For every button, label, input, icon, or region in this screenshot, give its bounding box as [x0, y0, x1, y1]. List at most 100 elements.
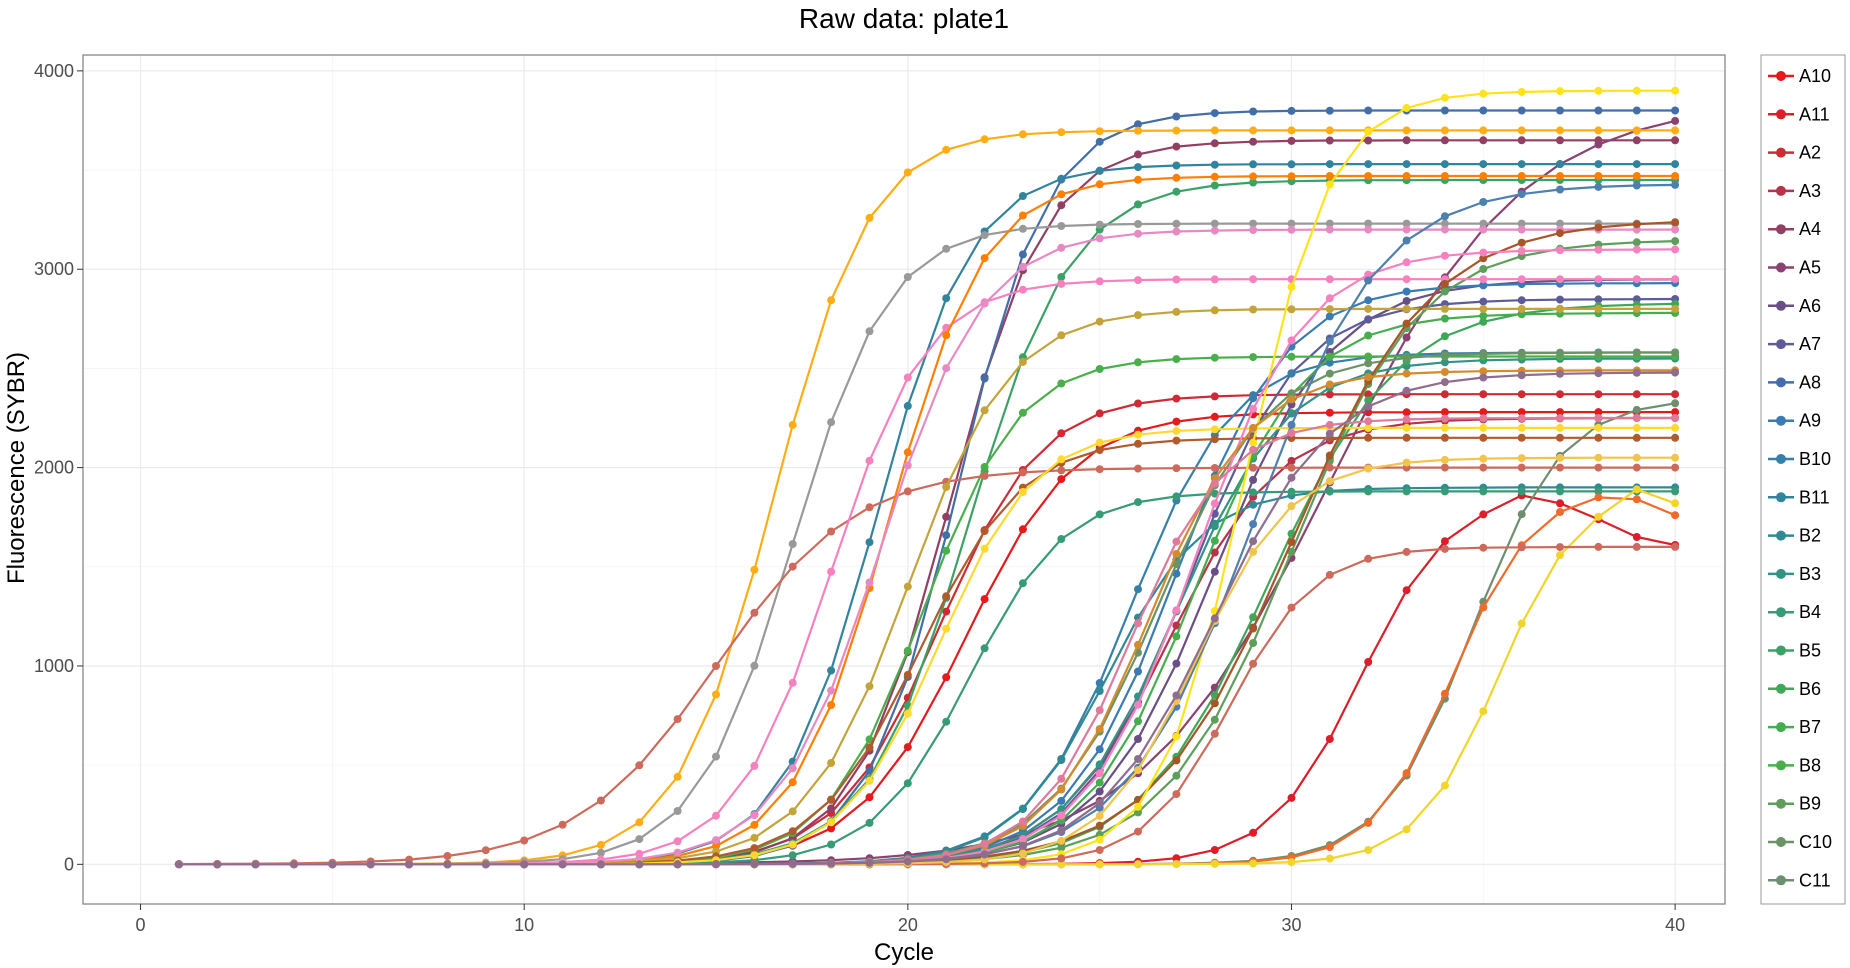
data-point	[903, 743, 912, 752]
legend-marker	[1776, 645, 1786, 656]
data-point	[1671, 348, 1680, 357]
data-point	[558, 860, 567, 869]
data-point	[405, 860, 414, 869]
data-point	[1479, 390, 1488, 399]
data-point	[1095, 821, 1104, 830]
data-point	[1057, 201, 1066, 210]
data-point	[1057, 174, 1066, 183]
data-point	[1325, 352, 1334, 361]
data-point	[673, 848, 682, 857]
data-point	[1287, 106, 1296, 115]
data-point	[1594, 304, 1603, 313]
data-point	[1057, 843, 1066, 852]
legend-marker	[1776, 760, 1786, 771]
data-point	[1249, 547, 1258, 556]
data-point	[1364, 136, 1373, 145]
data-point	[1364, 396, 1373, 405]
data-point	[1095, 465, 1104, 474]
data-point	[827, 527, 836, 536]
data-point	[1402, 369, 1411, 378]
data-point	[1402, 126, 1411, 135]
legend-marker	[1776, 224, 1786, 235]
data-point	[1440, 212, 1449, 221]
data-point	[1517, 238, 1526, 247]
data-point	[712, 811, 720, 820]
data-point	[1632, 542, 1641, 551]
data-point	[1440, 378, 1449, 387]
data-point	[1364, 296, 1373, 305]
data-point	[673, 860, 682, 869]
data-point	[1364, 487, 1373, 496]
data-point	[1018, 849, 1027, 858]
data-point	[1632, 368, 1641, 377]
data-point	[1210, 353, 1219, 362]
data-point	[1594, 433, 1603, 442]
plot-border	[82, 54, 1726, 905]
data-point	[1632, 433, 1641, 442]
data-point	[942, 294, 951, 303]
data-point	[1172, 112, 1181, 121]
legend-label: B8	[1799, 755, 1821, 775]
data-point	[1671, 511, 1680, 520]
data-point	[1364, 315, 1373, 324]
data-point	[1594, 182, 1603, 191]
data-point	[1018, 130, 1027, 139]
data-point	[1671, 499, 1680, 508]
data-point	[1249, 520, 1258, 529]
data-point	[1287, 473, 1296, 482]
data-point	[1018, 835, 1027, 844]
data-point	[1095, 277, 1104, 286]
data-point	[1364, 225, 1373, 234]
data-point	[1364, 423, 1373, 432]
data-point	[1440, 219, 1449, 228]
legend-item-A5: A5	[1768, 258, 1821, 278]
data-point	[1172, 732, 1181, 741]
data-point	[1210, 109, 1219, 118]
data-point	[1479, 136, 1488, 145]
data-point	[865, 682, 874, 691]
data-point	[1249, 537, 1258, 546]
data-point	[1594, 408, 1603, 417]
data-point	[1517, 247, 1526, 255]
data-point	[1172, 426, 1181, 435]
legend-marker	[1776, 454, 1786, 464]
legend-label: A4	[1799, 219, 1821, 239]
data-point	[827, 567, 836, 576]
data-point	[1556, 160, 1564, 169]
data-point	[1440, 463, 1449, 472]
data-point	[750, 761, 759, 770]
legend-item-B6: B6	[1768, 679, 1821, 699]
data-point	[942, 512, 951, 521]
data-point	[1517, 423, 1526, 432]
data-point	[827, 795, 836, 804]
data-point	[1134, 700, 1142, 709]
data-point	[1095, 127, 1104, 136]
data-point	[865, 578, 874, 587]
data-point	[942, 592, 951, 601]
data-point	[1517, 304, 1526, 313]
data-point	[903, 461, 912, 470]
data-point	[1364, 172, 1373, 180]
data-point	[1364, 359, 1373, 368]
data-point	[1325, 408, 1334, 417]
data-point	[1172, 606, 1181, 615]
data-point	[1440, 544, 1449, 553]
data-point	[903, 857, 912, 866]
data-point	[1632, 238, 1641, 247]
data-point	[1671, 408, 1680, 417]
data-point	[1556, 275, 1564, 284]
data-point	[980, 850, 989, 859]
data-point	[1287, 538, 1296, 546]
data-point	[1517, 414, 1526, 423]
data-point	[1556, 172, 1564, 180]
legend-label: B7	[1799, 717, 1821, 737]
data-point	[1325, 136, 1334, 145]
data-point	[1556, 499, 1564, 508]
data-point	[1249, 305, 1258, 314]
data-point	[1325, 180, 1334, 189]
data-point	[1325, 337, 1334, 346]
data-point	[712, 662, 720, 670]
data-point	[1325, 106, 1334, 115]
data-point	[673, 772, 682, 781]
data-point	[1556, 136, 1564, 145]
